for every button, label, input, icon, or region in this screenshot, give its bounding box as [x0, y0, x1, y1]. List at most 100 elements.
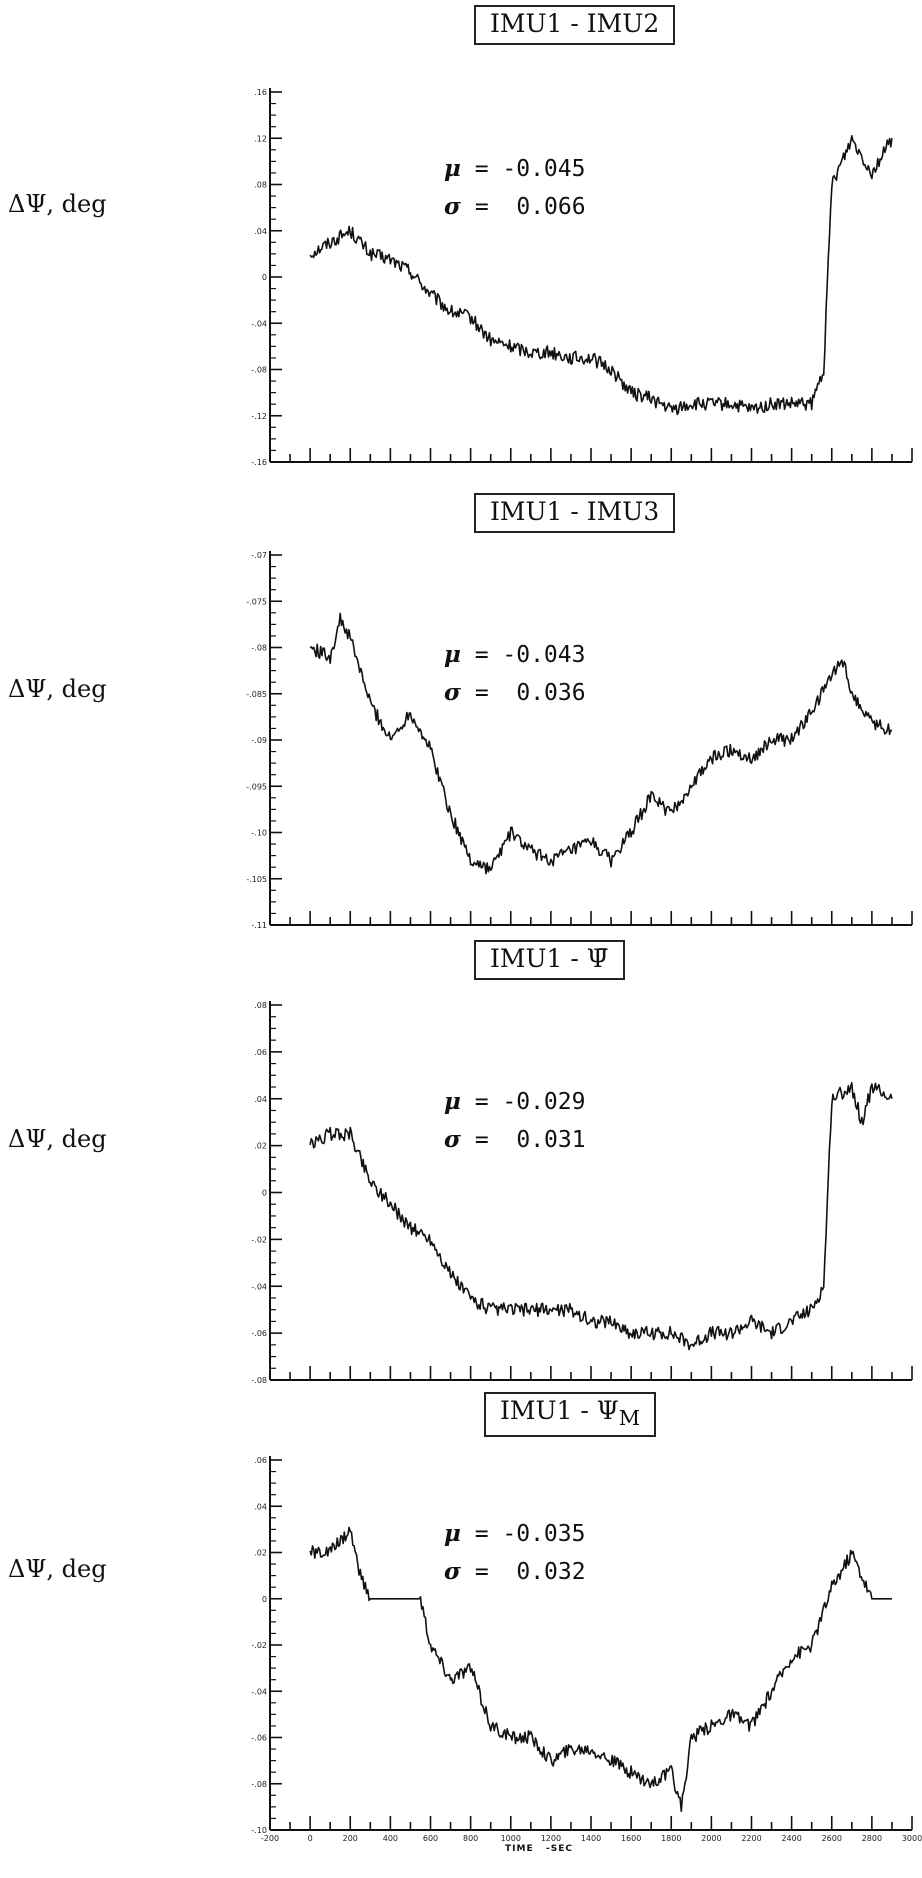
y-tick-label: -.095	[246, 782, 267, 791]
y-tick-label: .02	[254, 1142, 267, 1151]
panel-title-subscript: M	[618, 1406, 641, 1430]
sigma-equals: =	[460, 194, 503, 220]
sigma-row: σ = 0.066	[444, 188, 586, 226]
sigma-symbol: σ	[444, 193, 461, 220]
y-tick-label: -.12	[251, 412, 267, 421]
y-axis-label: ΔΨ, deg	[8, 1555, 107, 1583]
mu-equals: =	[460, 642, 503, 668]
mu-value: -0.043	[502, 642, 586, 668]
mu-value: -0.029	[502, 1089, 586, 1115]
y-axis-label: ΔΨ, deg	[8, 190, 107, 218]
panel-title-text: IMU1 - IMU3	[490, 497, 660, 526]
mu-value: -0.045	[502, 156, 586, 182]
mu-symbol: μ	[444, 155, 461, 182]
y-tick-label: .12	[254, 134, 267, 143]
x-tick-label: 3000	[902, 1834, 922, 1843]
mu-equals: =	[460, 1089, 503, 1115]
sigma-equals: =	[460, 1127, 503, 1153]
y-axis-label: ΔΨ, deg	[8, 675, 107, 703]
y-tick-label: -.08	[251, 1780, 267, 1789]
sigma-value: 0.036	[502, 680, 586, 706]
y-tick-label: -.10	[251, 1826, 267, 1835]
y-tick-label: .04	[254, 227, 267, 236]
y-tick-label: -.04	[251, 1282, 267, 1291]
x-axis-title: TIME -SEC	[505, 1844, 573, 1854]
stats-annotation: μ = -0.029 σ = 0.031	[444, 1083, 586, 1159]
sigma-value: 0.032	[502, 1559, 586, 1585]
y-tick-label: -.06	[251, 1329, 267, 1338]
series-line	[309, 135, 893, 416]
sigma-row: σ = 0.032	[444, 1553, 586, 1591]
x-tick-label: 2600	[822, 1834, 842, 1843]
y-tick-label: -.06	[251, 1734, 267, 1743]
mu-row: μ = -0.043	[444, 636, 586, 674]
x-tick-label: 1400	[581, 1834, 601, 1843]
y-tick-label: -.10	[251, 829, 267, 838]
x-tick-label: 2800	[862, 1834, 882, 1843]
x-tick-label: 200	[343, 1834, 358, 1843]
sigma-value: 0.031	[502, 1127, 586, 1153]
y-axis-label: ΔΨ, deg	[8, 1125, 107, 1153]
mu-equals: =	[460, 1521, 503, 1547]
x-tick-label: 1600	[621, 1834, 641, 1843]
x-tick-label: 2400	[781, 1834, 801, 1843]
panel-title-text: IMU1 - Ψ	[500, 1396, 619, 1425]
y-tick-label: -.11	[251, 921, 267, 930]
y-tick-label: -.16	[251, 458, 267, 467]
y-tick-label: -.09	[251, 736, 267, 745]
mu-equals: =	[460, 156, 503, 182]
y-tick-label: -.04	[251, 319, 267, 328]
x-tick-label: 1000	[501, 1834, 521, 1843]
panel-title-text: IMU1 - IMU2	[490, 9, 660, 38]
y-tick-label: 0	[262, 1595, 267, 1604]
panel-title-2: IMU1 - IMU3	[474, 493, 676, 533]
mu-row: μ = -0.045	[444, 150, 586, 188]
y-tick-label: -.08	[251, 1376, 267, 1385]
stats-annotation: μ = -0.035 σ = 0.032	[444, 1515, 586, 1591]
y-tick-label: .08	[254, 1001, 267, 1010]
y-tick-label: -.02	[251, 1641, 267, 1650]
mu-symbol: μ	[444, 1088, 461, 1115]
sigma-equals: =	[460, 680, 503, 706]
y-tick-label: .06	[254, 1456, 267, 1465]
sigma-symbol: σ	[444, 1126, 461, 1153]
x-tick-label: 1200	[541, 1834, 561, 1843]
x-tick-label: 1800	[661, 1834, 681, 1843]
y-tick-label: -.07	[251, 551, 267, 560]
y-tick-label: -.085	[246, 690, 267, 699]
panel-title-4: IMU1 - ΨM	[484, 1392, 657, 1437]
y-tick-label: .06	[254, 1048, 267, 1057]
mu-symbol: μ	[444, 1520, 461, 1547]
y-tick-label: .04	[254, 1502, 267, 1511]
sigma-symbol: σ	[444, 1558, 461, 1585]
sigma-row: σ = 0.031	[444, 1121, 586, 1159]
panel-title-1: IMU1 - IMU2	[474, 5, 676, 45]
mu-value: -0.035	[502, 1521, 586, 1547]
x-tick-label: 2200	[741, 1834, 761, 1843]
x-tick-label: 2000	[701, 1834, 721, 1843]
y-tick-label: -.02	[251, 1235, 267, 1244]
y-tick-label: 0	[262, 1189, 267, 1198]
y-tick-label: .16	[254, 88, 267, 97]
mu-row: μ = -0.035	[444, 1515, 586, 1553]
sigma-equals: =	[460, 1559, 503, 1585]
series-line	[309, 1526, 892, 1813]
y-tick-label: -.075	[246, 597, 267, 606]
y-tick-label: -.08	[251, 366, 267, 375]
x-tick-label: 400	[383, 1834, 398, 1843]
mu-row: μ = -0.029	[444, 1083, 586, 1121]
sigma-value: 0.066	[502, 194, 586, 220]
series-line	[309, 1082, 893, 1351]
sigma-row: σ = 0.036	[444, 674, 586, 712]
x-tick-label: 0	[308, 1834, 313, 1843]
x-tick-label: 600	[423, 1834, 438, 1843]
y-tick-label: 0	[262, 273, 267, 282]
mu-symbol: μ	[444, 641, 461, 668]
y-tick-label: -.08	[251, 644, 267, 653]
panel-title-text: IMU1 - Ψ̄	[490, 944, 609, 973]
